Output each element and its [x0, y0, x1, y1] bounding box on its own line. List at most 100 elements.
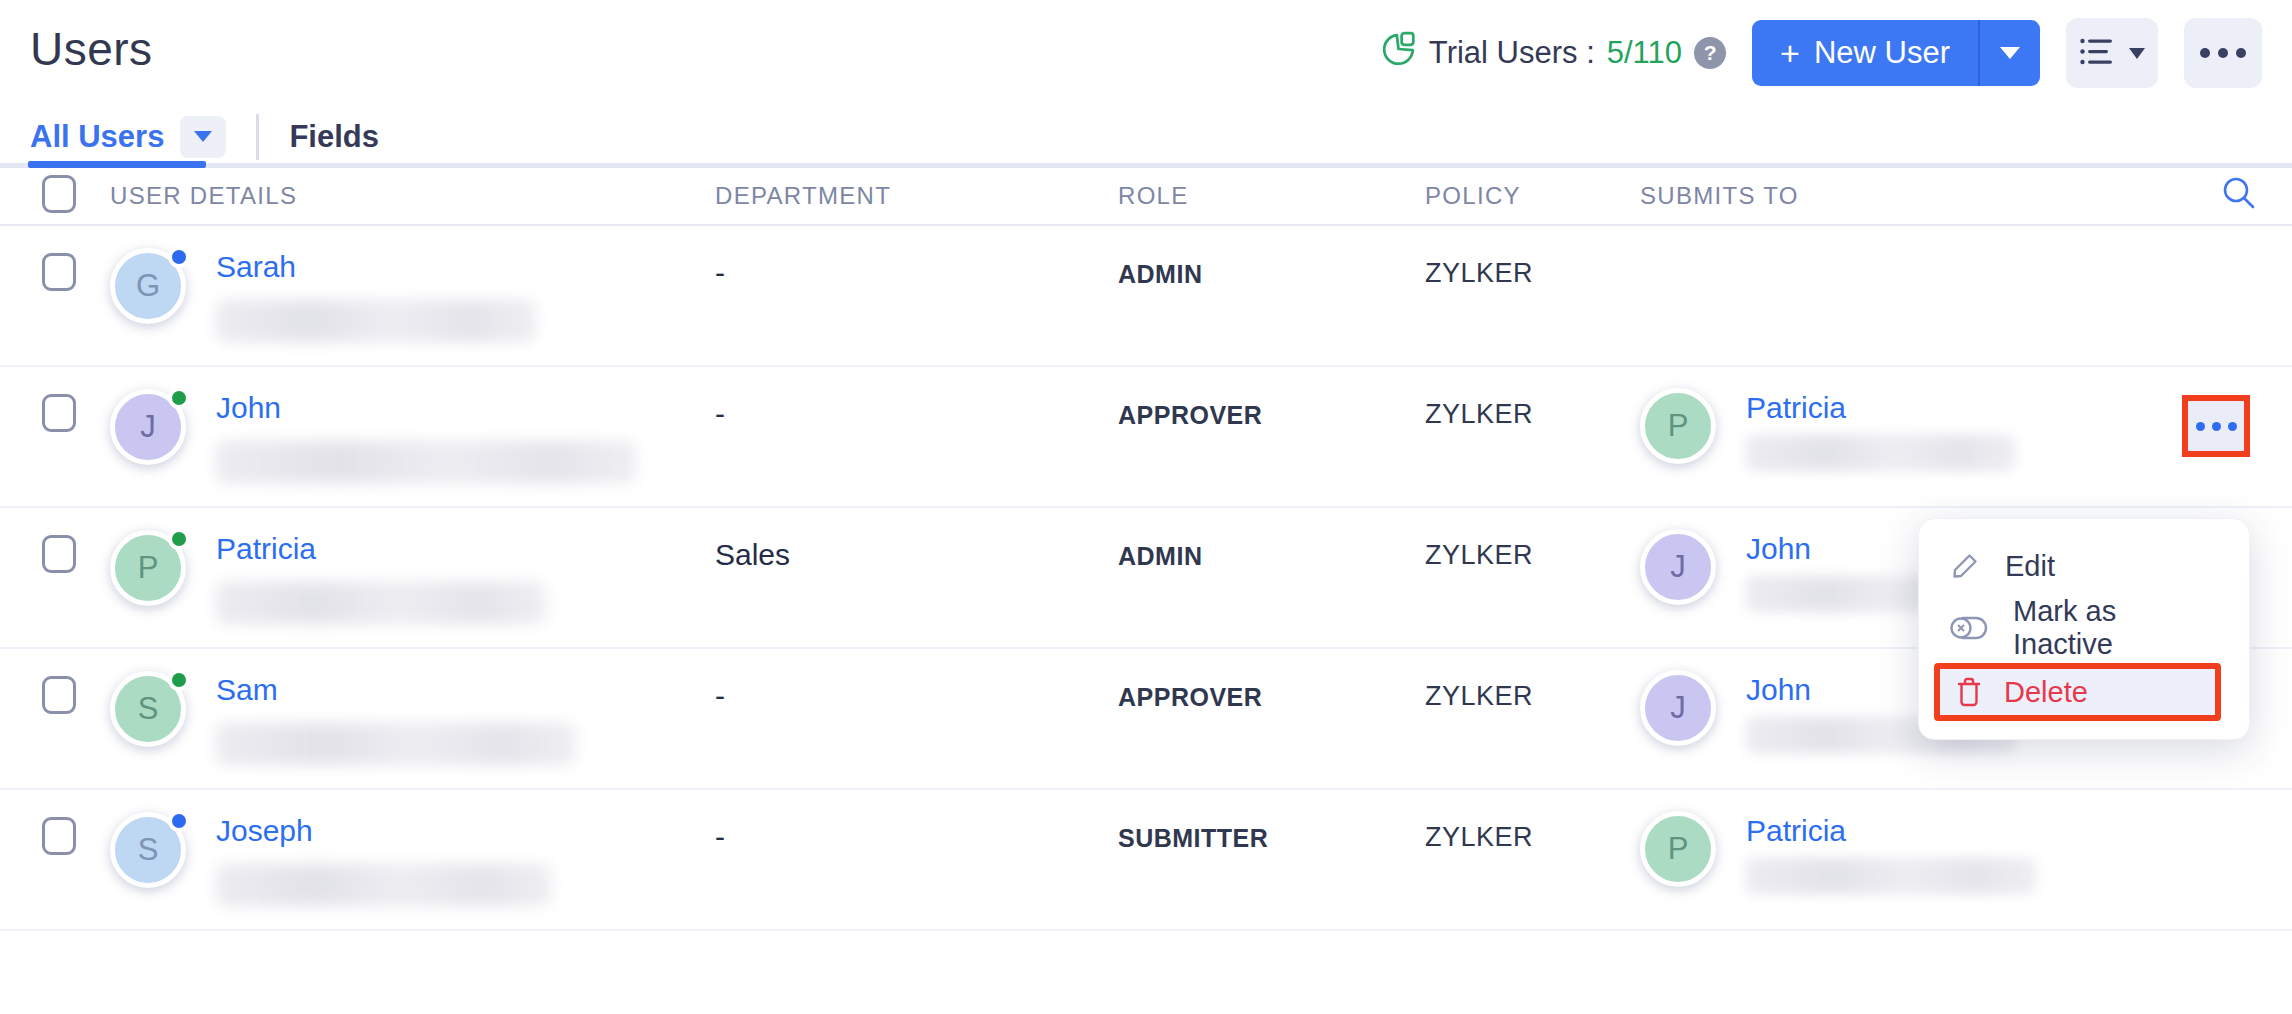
trial-users-count: 5/110: [1607, 35, 1682, 71]
help-icon[interactable]: ?: [1694, 37, 1726, 69]
avatar: J: [110, 389, 186, 465]
status-dot: [168, 669, 190, 691]
active-tab-underline: [28, 161, 206, 168]
new-user-main[interactable]: + New User: [1752, 20, 1978, 86]
redacted-email: [216, 723, 576, 765]
users-page: Users Trial Users : 5/110 ? + New User: [0, 0, 2292, 1014]
row-checkbox[interactable]: [42, 676, 76, 714]
row-checkbox[interactable]: [42, 817, 76, 855]
user-details-cell: G Sarah: [110, 226, 715, 342]
redacted-email: [216, 582, 546, 624]
redacted-email: [216, 864, 551, 906]
avatar: J: [1640, 529, 1716, 605]
more-options-button[interactable]: [2184, 18, 2262, 88]
avatar: S: [110, 671, 186, 747]
avatar: S: [110, 812, 186, 888]
avatar: J: [1640, 670, 1716, 746]
submits-to-cell: [1640, 226, 2180, 242]
menu-item-edit[interactable]: Edit: [1919, 535, 2249, 597]
submits-to-name-link[interactable]: Patricia: [1746, 814, 1846, 848]
user-details-cell: S Joseph: [110, 790, 715, 906]
department-cell: -: [715, 367, 1118, 431]
policy-cell: ZYLKER: [1425, 649, 1640, 712]
avatar-initial: J: [1640, 529, 1716, 605]
menu-item-delete[interactable]: Delete: [1934, 663, 2221, 721]
new-user-label: New User: [1814, 35, 1950, 71]
submits-to-name-link[interactable]: John: [1746, 673, 1811, 707]
row-checkbox[interactable]: [42, 253, 76, 291]
row-actions: [2180, 367, 2262, 457]
avatar: P: [1640, 388, 1716, 464]
column-policy: POLICY: [1425, 182, 1640, 210]
new-user-dropdown-button[interactable]: [1978, 20, 2040, 86]
policy-cell: ZYLKER: [1425, 790, 1640, 853]
tab-fields[interactable]: Fields: [289, 119, 379, 155]
mark-inactive-icon: [1949, 613, 1989, 643]
trash-icon: [1954, 675, 1984, 709]
department-cell: Sales: [715, 508, 1118, 572]
ellipsis-icon: [2200, 48, 2246, 58]
search-button[interactable]: [2220, 173, 2262, 219]
view-options-button[interactable]: [2066, 18, 2158, 88]
topbar: Users Trial Users : 5/110 ? + New User: [0, 0, 2292, 88]
table-header: USER DETAILS DEPARTMENT ROLE POLICY SUBM…: [0, 168, 2292, 226]
row-more-actions-button[interactable]: [2182, 395, 2250, 457]
chevron-down-icon: [2000, 47, 2020, 59]
policy-cell: ZYLKER: [1425, 367, 1640, 430]
avatar-initial: J: [1640, 670, 1716, 746]
avatar: P: [1640, 811, 1716, 887]
user-details-cell: S Sam: [110, 649, 715, 765]
status-dot: [168, 246, 190, 268]
tab-divider: [256, 114, 259, 160]
user-details-cell: P Patricia: [110, 508, 715, 624]
redacted-email: [216, 300, 536, 342]
redacted-email: [216, 441, 636, 483]
user-name-link[interactable]: Sarah: [216, 250, 296, 284]
avatar-initial: P: [1640, 388, 1716, 464]
user-details-cell: J John: [110, 367, 715, 483]
avatar: P: [110, 530, 186, 606]
table-row: G Sarah - ADMIN ZYLKER: [0, 226, 2292, 367]
status-dot: [168, 528, 190, 550]
row-checkbox[interactable]: [42, 535, 76, 573]
row-checkbox[interactable]: [42, 394, 76, 432]
avatar-initial: P: [1640, 811, 1716, 887]
redacted-email: [1746, 858, 2036, 894]
policy-cell: ZYLKER: [1425, 226, 1640, 289]
submits-to-name-link[interactable]: Patricia: [1746, 391, 1846, 425]
tabbar: All Users Fields: [0, 110, 2292, 168]
role-cell: APPROVER: [1118, 367, 1425, 430]
all-users-dropdown-button[interactable]: [180, 116, 226, 158]
status-dot: [168, 387, 190, 409]
user-name-link[interactable]: Patricia: [216, 532, 316, 566]
trial-users-info: Trial Users : 5/110 ?: [1381, 31, 1726, 75]
submits-to-cell: P Patricia: [1640, 367, 2180, 383]
select-all-checkbox[interactable]: [42, 175, 76, 213]
tab-all-users-label: All Users: [30, 119, 164, 155]
plus-icon: +: [1780, 34, 1800, 73]
page-title: Users: [30, 22, 153, 76]
role-cell: APPROVER: [1118, 649, 1425, 712]
tab-all-users[interactable]: All Users: [30, 116, 226, 158]
user-name-link[interactable]: John: [216, 391, 281, 425]
role-cell: ADMIN: [1118, 508, 1425, 571]
menu-item-mark-as-inactive[interactable]: Mark as Inactive: [1919, 597, 2249, 659]
tab-fields-label: Fields: [289, 119, 379, 155]
search-icon: [2220, 173, 2258, 215]
submits-to-name-link[interactable]: John: [1746, 532, 1811, 566]
avatar: G: [110, 248, 186, 324]
user-name-link[interactable]: Joseph: [216, 814, 313, 848]
column-user-details: USER DETAILS: [110, 182, 715, 210]
trial-users-label: Trial Users :: [1429, 35, 1595, 71]
column-department: DEPARTMENT: [715, 182, 1118, 210]
column-submits-to: SUBMITS TO: [1640, 182, 2180, 210]
new-user-button[interactable]: + New User: [1752, 20, 2040, 86]
chevron-down-icon: [194, 131, 212, 142]
policy-cell: ZYLKER: [1425, 508, 1640, 571]
user-name-link[interactable]: Sam: [216, 673, 278, 707]
table-row: J John - APPROVER ZYLKER P Patricia: [0, 367, 2292, 508]
row-context-menu: Edit Mark as Inactive Delete: [1918, 518, 2250, 740]
role-cell: ADMIN: [1118, 226, 1425, 289]
status-dot: [168, 810, 190, 832]
role-cell: SUBMITTER: [1118, 790, 1425, 853]
